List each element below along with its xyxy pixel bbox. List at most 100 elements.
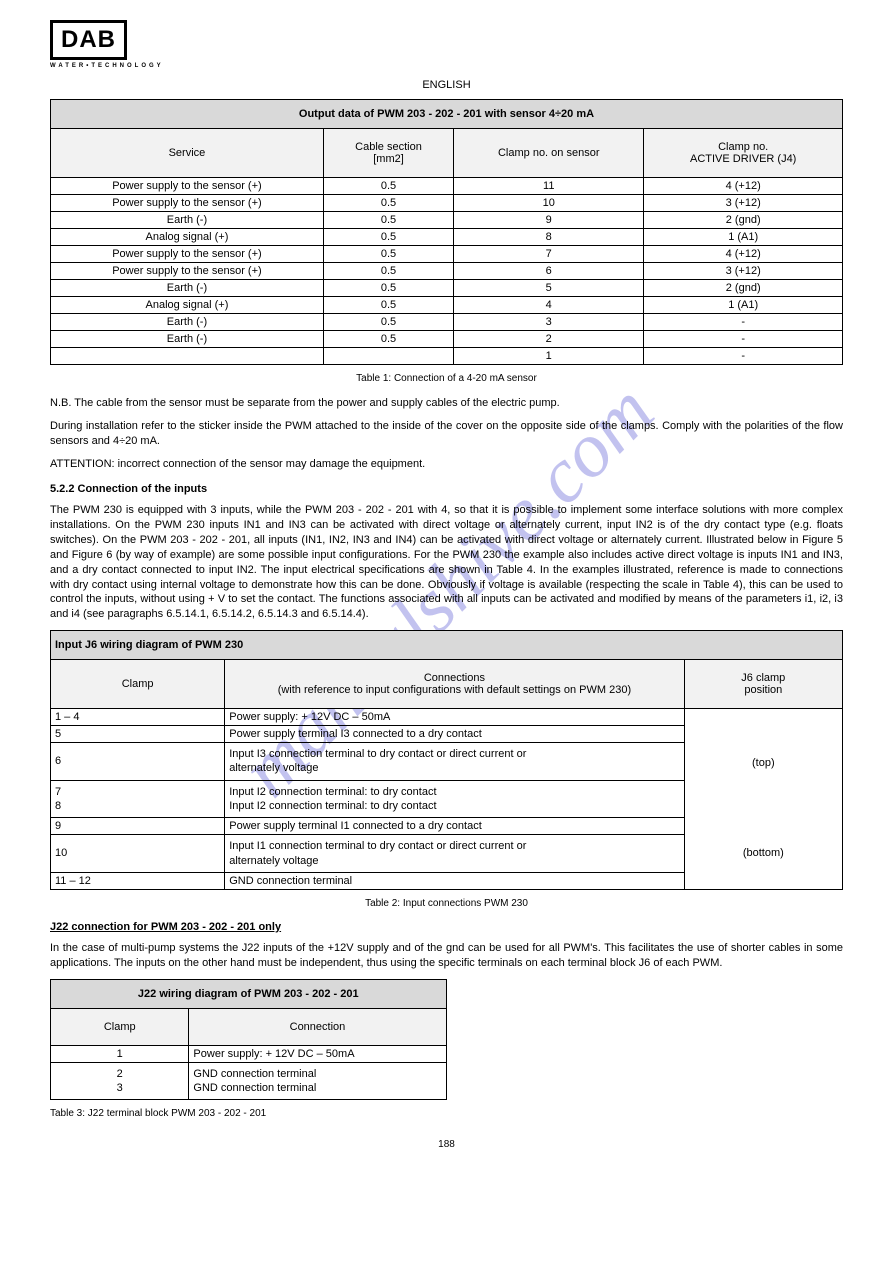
t3c: 1	[51, 1045, 189, 1062]
t2-h1: Connections(with reference to input conf…	[225, 660, 684, 709]
t1c: 8	[454, 229, 644, 246]
t1c: -	[644, 331, 843, 348]
t2c: Input I2 connection terminal: to dry con…	[225, 780, 684, 818]
t2c: GND connection terminal	[225, 872, 684, 889]
brand-logo: DAB	[50, 20, 127, 60]
t1c	[51, 348, 324, 365]
t1c: 1	[454, 348, 644, 365]
t2c: 78	[51, 780, 225, 818]
t1c: 6	[454, 263, 644, 280]
t1c: 1 (A1)	[644, 297, 843, 314]
t2c: Power supply: + 12V DC – 50mA	[225, 709, 684, 726]
t1c: 0.5	[323, 263, 453, 280]
note-2: During installation refer to the sticker…	[50, 419, 843, 449]
t2c: 6	[51, 743, 225, 781]
t1c: 4 (+12)	[644, 246, 843, 263]
table2-caption: Table 2: Input connections PWM 230	[50, 898, 843, 909]
t1c: 0.5	[323, 229, 453, 246]
t1c: 10	[454, 195, 644, 212]
t3-h1: Connection	[189, 1008, 446, 1045]
t3c: Power supply: + 12V DC – 50mA	[189, 1045, 446, 1062]
t2c: Input I1 connection terminal to dry cont…	[225, 835, 684, 873]
t1c: Earth (-)	[51, 280, 324, 297]
t3c-inner: GND connection terminal	[193, 1082, 316, 1094]
t2c: 1 – 4	[51, 709, 225, 726]
table-output-data: Output data of PWM 203 - 202 - 201 with …	[50, 99, 843, 365]
table2-title: Input J6 wiring diagram of PWM 230	[51, 631, 843, 660]
t1c: Analog signal (+)	[51, 297, 324, 314]
table3-caption: Table 3: J22 terminal block PWM 203 - 20…	[50, 1108, 447, 1119]
table-input-j6: Input J6 wiring diagram of PWM 230 Clamp…	[50, 630, 843, 890]
t1c: 2	[454, 331, 644, 348]
t1c: 4	[454, 297, 644, 314]
t1c: 11	[454, 178, 644, 195]
t1c: Power supply to the sensor (+)	[51, 195, 324, 212]
t1c: 0.5	[323, 246, 453, 263]
t2c: 5	[51, 726, 225, 743]
t1c: -	[644, 348, 843, 365]
t1c: 0.5	[323, 178, 453, 195]
t2c: Input I3 connection terminal to dry cont…	[225, 743, 684, 781]
t2c-inner: Input I2 connection terminal: to dry con…	[229, 786, 436, 798]
t1c: 9	[454, 212, 644, 229]
para-522: The PWM 230 is equipped with 3 inputs, w…	[50, 503, 843, 622]
t1c: Power supply to the sensor (+)	[51, 246, 324, 263]
t3-h0: Clamp	[51, 1008, 189, 1045]
t2c: Power supply terminal I1 connected to a …	[225, 818, 684, 835]
note-3: ATTENTION: incorrect connection of the s…	[50, 457, 843, 472]
page-number: 188	[50, 1139, 843, 1150]
t1c: Earth (-)	[51, 212, 324, 229]
t1c: 0.5	[323, 314, 453, 331]
t1c: -	[644, 314, 843, 331]
t2c: (bottom)	[684, 818, 842, 890]
t2c-inner: 8	[55, 800, 61, 812]
t2c-inner: Input I2 connection terminal: to dry con…	[229, 800, 436, 812]
logo-area: DAB WATER•TECHNOLOGY	[50, 20, 843, 69]
t1-h3: Clamp no.ACTIVE DRIVER (J4)	[644, 129, 843, 178]
t1c: 3 (+12)	[644, 263, 843, 280]
t1c	[323, 348, 453, 365]
t3c: GND connection terminal GND connection te…	[189, 1062, 446, 1100]
t1c: 5	[454, 280, 644, 297]
t2-h2: J6 clampposition	[684, 660, 842, 709]
para-j22: In the case of multi-pump systems the J2…	[50, 941, 843, 971]
t1c: 3	[454, 314, 644, 331]
t1c: 0.5	[323, 212, 453, 229]
t3c: 23	[51, 1062, 189, 1100]
t2c: Power supply terminal I3 connected to a …	[225, 726, 684, 743]
t3c-inner: 3	[117, 1082, 123, 1094]
t1c: 1 (A1)	[644, 229, 843, 246]
t1-h0: Service	[51, 129, 324, 178]
t2c: (top)	[684, 709, 842, 818]
t1c: 4 (+12)	[644, 178, 843, 195]
t1c: Power supply to the sensor (+)	[51, 178, 324, 195]
t1c: Earth (-)	[51, 314, 324, 331]
heading-j22: J22 connection for PWM 203 - 202 - 201 o…	[50, 921, 843, 933]
t1c: Power supply to the sensor (+)	[51, 263, 324, 280]
note-1: N.B. The cable from the sensor must be s…	[50, 396, 843, 411]
t1c: 3 (+12)	[644, 195, 843, 212]
t1c: 7	[454, 246, 644, 263]
t1-h1: Cable section[mm2]	[323, 129, 453, 178]
t1c: Analog signal (+)	[51, 229, 324, 246]
table1-caption: Table 1: Connection of a 4-20 mA sensor	[50, 373, 843, 384]
t1c: Earth (-)	[51, 331, 324, 348]
t2c: 10	[51, 835, 225, 873]
t2c: 11 – 12	[51, 872, 225, 889]
t1c: 2 (gnd)	[644, 280, 843, 297]
t3c-inner: GND connection terminal	[193, 1068, 316, 1080]
table-j22: J22 wiring diagram of PWM 203 - 202 - 20…	[50, 979, 447, 1101]
t1c: 0.5	[323, 331, 453, 348]
t2-h0: Clamp	[51, 660, 225, 709]
brand-tagline: WATER•TECHNOLOGY	[50, 63, 843, 69]
t3c-inner: 2	[117, 1068, 123, 1080]
t2c-inner: 7	[55, 786, 61, 798]
t2c: 9	[51, 818, 225, 835]
t1c: 0.5	[323, 195, 453, 212]
t1-h2: Clamp no. on sensor	[454, 129, 644, 178]
table1-title: Output data of PWM 203 - 202 - 201 with …	[51, 100, 843, 129]
table3-title: J22 wiring diagram of PWM 203 - 202 - 20…	[51, 979, 447, 1008]
heading-522: 5.2.2 Connection of the inputs	[50, 483, 843, 495]
t1c: 0.5	[323, 280, 453, 297]
t1c: 2 (gnd)	[644, 212, 843, 229]
